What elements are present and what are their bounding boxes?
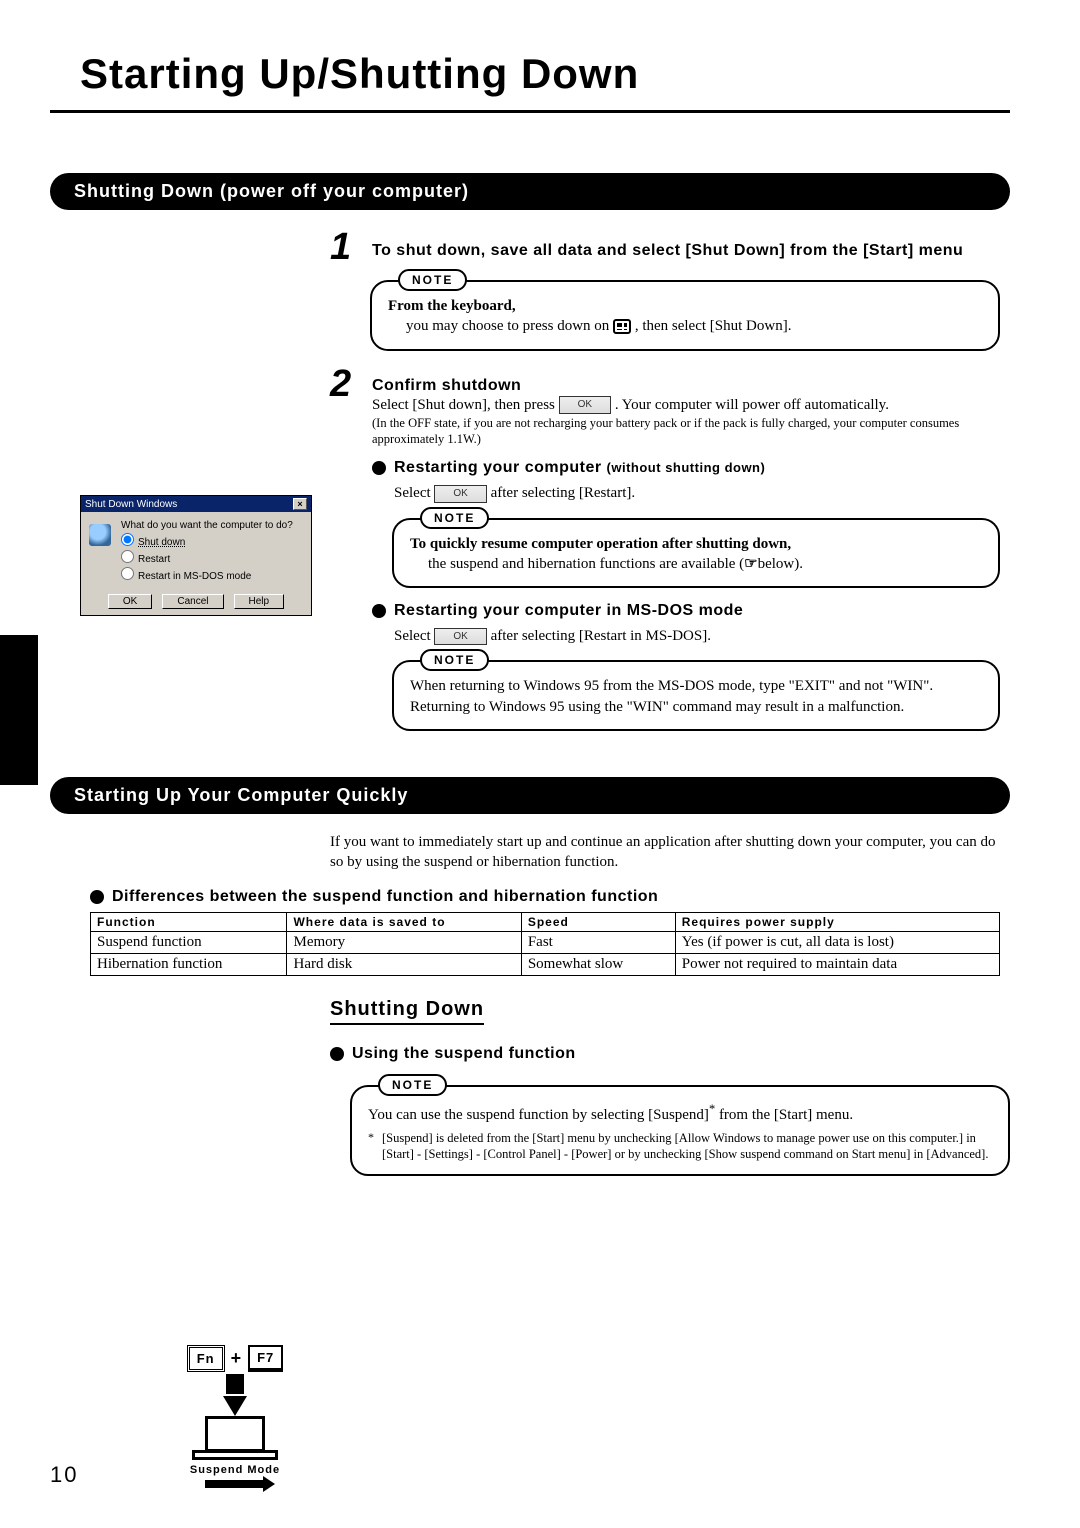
- dialog-question: What do you want the computer to do?: [121, 520, 303, 531]
- radio-shutdown[interactable]: Shut down: [121, 533, 303, 548]
- note-label-3: NOTE: [420, 649, 489, 671]
- diff-head: Differences between the suspend function…: [112, 888, 658, 906]
- bullet-msdos: Restarting your computer in MS-DOS mode: [372, 602, 1000, 620]
- shutdown-dialog: Shut Down Windows × What do you want the…: [80, 495, 312, 616]
- dialog-titlebar: Shut Down Windows ×: [81, 496, 311, 512]
- th-power: Requires power supply: [675, 913, 999, 932]
- note-resume: NOTE To quickly resume computer operatio…: [392, 518, 1000, 589]
- bullet-dot-icon: [372, 461, 386, 475]
- note-msdos: NOTE When returning to Windows 95 from t…: [392, 660, 1000, 731]
- ok-button-inline-2: OK: [434, 485, 486, 503]
- bullet-dot-icon-4: [330, 1047, 344, 1061]
- fn-key: Fn: [187, 1345, 225, 1372]
- bullet-diff: Differences between the suspend function…: [90, 888, 1010, 906]
- msdos-line: Select OK after selecting [Restart in MS…: [394, 626, 1000, 646]
- table-row: Suspend function Memory Fast Yes (if pow…: [91, 932, 1000, 954]
- note-kbd-line2: you may choose to press down on , then s…: [388, 316, 982, 336]
- suspend-diagram: Fn + F7 Suspend Mode: [160, 1345, 310, 1488]
- dialog-ok-button[interactable]: OK: [108, 594, 152, 609]
- comparison-table: Function Where data is saved to Speed Re…: [90, 912, 1000, 976]
- table-header-row: Function Where data is saved to Speed Re…: [91, 913, 1000, 932]
- laptop-icon: [192, 1416, 278, 1460]
- restart-line: Select OK after selecting [Restart].: [394, 483, 1000, 503]
- suspend-mode-label: Suspend Mode: [160, 1464, 310, 1476]
- step-2-para1: Select [Shut down], then press OK . Your…: [372, 395, 1000, 415]
- dialog-cancel-button[interactable]: Cancel: [162, 594, 223, 609]
- msdos-head: Restarting your computer in MS-DOS mode: [394, 602, 743, 620]
- section-heading-shutdown: Shutting Down (power off your computer): [50, 173, 1010, 210]
- note-label-4: NOTE: [378, 1074, 447, 1096]
- dialog-radios: Shut down Restart Restart in MS-DOS mode: [121, 533, 303, 582]
- note-resume-line2: the suspend and hibernation functions ar…: [410, 554, 982, 574]
- windows-key-icon: [613, 319, 631, 334]
- section2-intro: If you want to immediately start up and …: [330, 832, 1000, 873]
- bullet-dot-icon-2: [372, 604, 386, 618]
- plus-sign: +: [231, 1348, 243, 1369]
- radio-restart[interactable]: Restart: [121, 550, 303, 565]
- th-speed: Speed: [521, 913, 675, 932]
- bullet-dot-icon-3: [90, 890, 104, 904]
- shutdown-icon: [89, 524, 111, 546]
- dialog-help-button[interactable]: Help: [234, 594, 285, 609]
- step-1: 1 To shut down, save all data and select…: [330, 228, 1000, 266]
- note-suspend: NOTE You can use the suspend function by…: [350, 1085, 1010, 1176]
- note-msdos-line1: When returning to Windows 95 from the MS…: [410, 676, 982, 696]
- section-heading-startup: Starting Up Your Computer Quickly: [50, 777, 1010, 814]
- ok-button-inline: OK: [559, 396, 611, 414]
- note-suspend-foot: [Suspend] is deleted from the [Start] me…: [382, 1130, 992, 1163]
- dialog-title: Shut Down Windows: [85, 499, 177, 510]
- ok-button-inline-3: OK: [434, 628, 486, 646]
- restart-head: Restarting your computer (without shutti…: [394, 459, 765, 477]
- f7-key: F7: [248, 1345, 283, 1372]
- table-row: Hibernation function Hard disk Somewhat …: [91, 954, 1000, 976]
- page-title-wrap: Starting Up/Shutting Down: [50, 50, 1010, 113]
- note-label: NOTE: [398, 269, 467, 291]
- step-2-head: Confirm shutdown: [372, 365, 1000, 395]
- step-2-para2: (In the OFF state, if you are not rechar…: [372, 415, 1000, 448]
- note-msdos-line2: Returning to Windows 95 using the "WIN" …: [410, 697, 982, 717]
- page-tab-marker: [0, 635, 38, 785]
- th-where: Where data is saved to: [287, 913, 521, 932]
- step-1-number: 1: [330, 228, 362, 266]
- close-icon[interactable]: ×: [293, 498, 307, 510]
- th-function: Function: [91, 913, 287, 932]
- note-label-2: NOTE: [420, 507, 489, 529]
- note-kbd-line1: From the keyboard,: [388, 296, 982, 316]
- bullet-restart: Restarting your computer (without shutti…: [372, 459, 1000, 477]
- step-2: 2 Confirm shutdown Select [Shut down], t…: [330, 365, 1000, 745]
- note-keyboard: NOTE From the keyboard, you may choose t…: [370, 280, 1000, 351]
- radio-msdos[interactable]: Restart in MS-DOS mode: [121, 567, 303, 582]
- page-number: 10: [50, 1462, 78, 1488]
- note-resume-line1: To quickly resume computer operation aft…: [410, 534, 982, 554]
- using-suspend-head: Using the suspend function: [352, 1045, 576, 1063]
- arrow-down-icon: [223, 1396, 247, 1416]
- shutting-down-subhead: Shutting Down: [330, 998, 484, 1025]
- step-2-number: 2: [330, 365, 362, 745]
- page-title: Starting Up/Shutting Down: [80, 50, 1010, 98]
- step-1-head: To shut down, save all data and select […: [372, 228, 963, 266]
- note-suspend-line1: You can use the suspend function by sele…: [368, 1101, 992, 1125]
- bullet-using-suspend: Using the suspend function: [330, 1045, 1010, 1063]
